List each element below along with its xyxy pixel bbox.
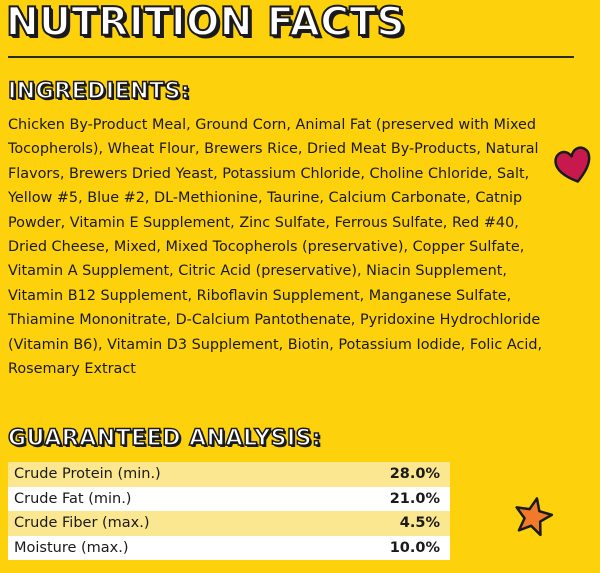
guaranteed-analysis-table: Crude Protein (min.) 28.0% Crude Fat (mi… — [8, 462, 450, 560]
analysis-value: 21.0% — [319, 486, 450, 511]
analysis-value: 4.5% — [319, 511, 450, 536]
ingredients-text: Chicken By-Product Meal, Ground Corn, An… — [8, 117, 543, 378]
analysis-label: Moisture (max.) — [8, 535, 320, 560]
analysis-label: Crude Protein (min.) — [8, 462, 320, 487]
table-row: Crude Fat (min.) 21.0% — [8, 486, 450, 511]
heart-icon — [554, 146, 591, 183]
page-title: NUTRITION FACTS — [5, 0, 406, 46]
table-row: Crude Protein (min.) 28.0% — [8, 462, 450, 487]
ingredients-heading: INGREDIENTS: — [7, 78, 191, 105]
star-icon — [515, 497, 554, 537]
table-row: Crude Fiber (max.) 4.5% — [8, 511, 450, 536]
analysis-value: 10.0% — [319, 535, 450, 560]
analysis-label: Crude Fiber (max.) — [8, 511, 320, 536]
guaranteed-analysis-heading: GUARANTEED ANALYSIS: — [7, 425, 322, 452]
analysis-value: 28.0% — [319, 462, 450, 487]
analysis-label: Crude Fat (min.) — [8, 486, 320, 511]
table-row: Moisture (max.) 10.0% — [8, 535, 450, 560]
title-divider — [8, 56, 574, 58]
